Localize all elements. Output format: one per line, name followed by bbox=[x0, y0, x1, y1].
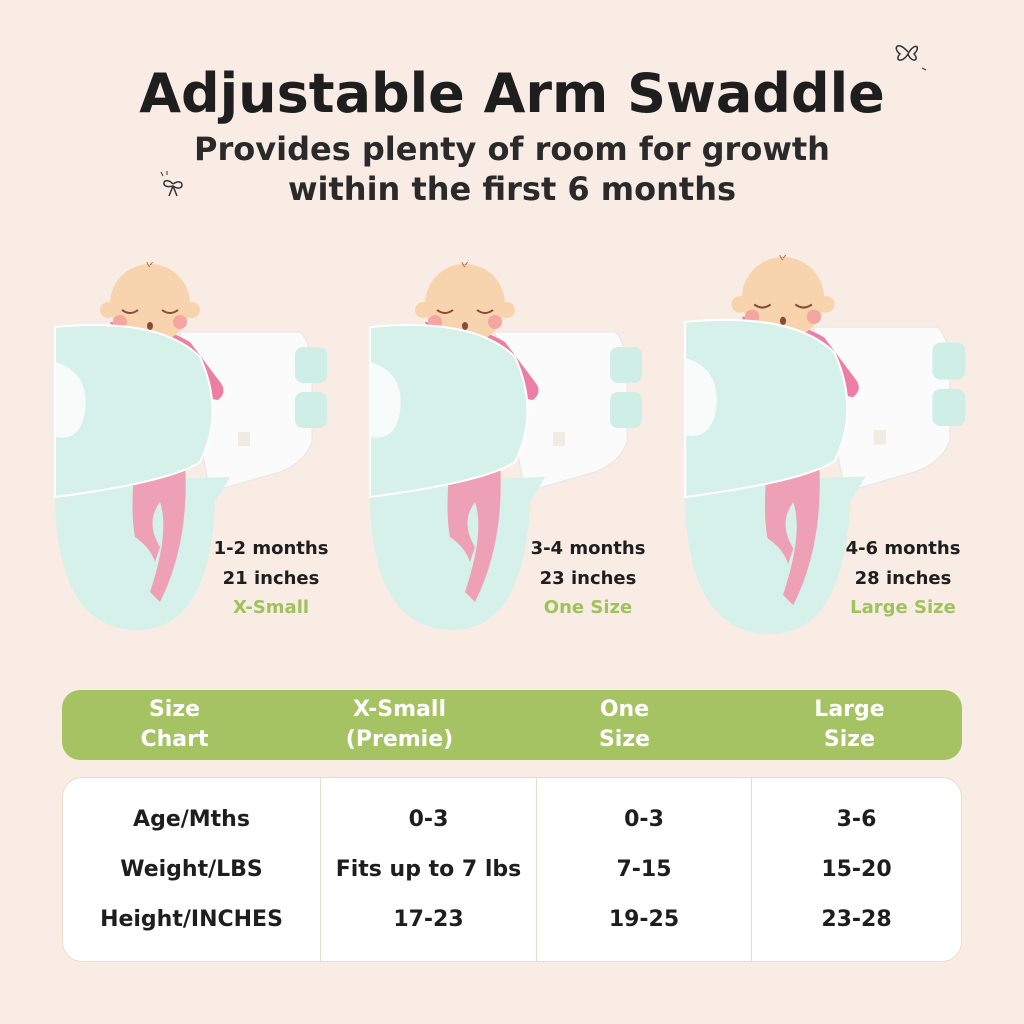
cell: 0-3 bbox=[408, 807, 449, 832]
cell: 17-23 bbox=[393, 907, 464, 932]
length-label: 21 inches bbox=[222, 567, 320, 589]
size-label: One Size bbox=[543, 597, 633, 618]
page-title: Adjustable Arm Swaddle bbox=[139, 62, 885, 125]
size-chart-table: Age/Mths Weight/LBS Height/INCHES 0-3 Fi… bbox=[62, 777, 962, 962]
age-label: 4-6 months bbox=[845, 538, 961, 559]
size-chart-header: Size Chart X-Small (Premie) One Size Lar… bbox=[62, 690, 962, 760]
cell: 0-3 bbox=[624, 807, 664, 832]
size-label: X-Small bbox=[232, 597, 310, 618]
butterfly-icon bbox=[895, 45, 927, 71]
row-label-height: Height/INCHES bbox=[100, 907, 283, 932]
cell: 23-28 bbox=[821, 907, 892, 932]
one-size-column: 0-3 7-15 19-25 bbox=[537, 778, 752, 961]
length-label: 28 inches bbox=[854, 567, 952, 589]
row-label-weight: Weight/LBS bbox=[120, 857, 263, 882]
row-label-age: Age/Mths bbox=[133, 807, 250, 832]
figure-caption: 4-6 months 28 inches Large Size bbox=[828, 534, 978, 623]
header-one-size: One Size bbox=[598, 697, 651, 752]
figure-caption: 3-4 months 23 inches One Size bbox=[513, 534, 663, 623]
swaddle-illustration bbox=[50, 258, 340, 656]
swaddle-illustration bbox=[365, 258, 655, 656]
swaddle-illustration bbox=[680, 251, 979, 661]
subtitle-line-1: Provides plenty of room for growth bbox=[194, 130, 830, 168]
figure-caption: 1-2 months 21 inches X-Small bbox=[196, 534, 346, 623]
large-size-column: 3-6 15-20 23-28 bbox=[752, 778, 961, 961]
size-label: Large Size bbox=[850, 597, 956, 618]
x-small-column: 0-3 Fits up to 7 lbs 17-23 bbox=[321, 778, 537, 961]
row-labels-column: Age/Mths Weight/LBS Height/INCHES bbox=[63, 778, 321, 961]
bow-icon bbox=[160, 171, 183, 197]
cell: 15-20 bbox=[821, 857, 892, 882]
age-label: 3-4 months bbox=[530, 538, 646, 559]
age-label: 1-2 months bbox=[213, 538, 329, 559]
header-large-size: Large Size bbox=[814, 697, 885, 752]
cell: Fits up to 7 lbs bbox=[335, 857, 522, 882]
cell: 7-15 bbox=[616, 857, 672, 882]
cell: 3-6 bbox=[836, 807, 877, 832]
subtitle-line-2: within the first 6 months bbox=[287, 170, 737, 208]
header-x-small: X-Small (Premie) bbox=[345, 697, 454, 752]
header-size-chart: Size Chart bbox=[140, 697, 209, 752]
length-label: 23 inches bbox=[539, 567, 637, 589]
cell: 19-25 bbox=[608, 907, 680, 932]
